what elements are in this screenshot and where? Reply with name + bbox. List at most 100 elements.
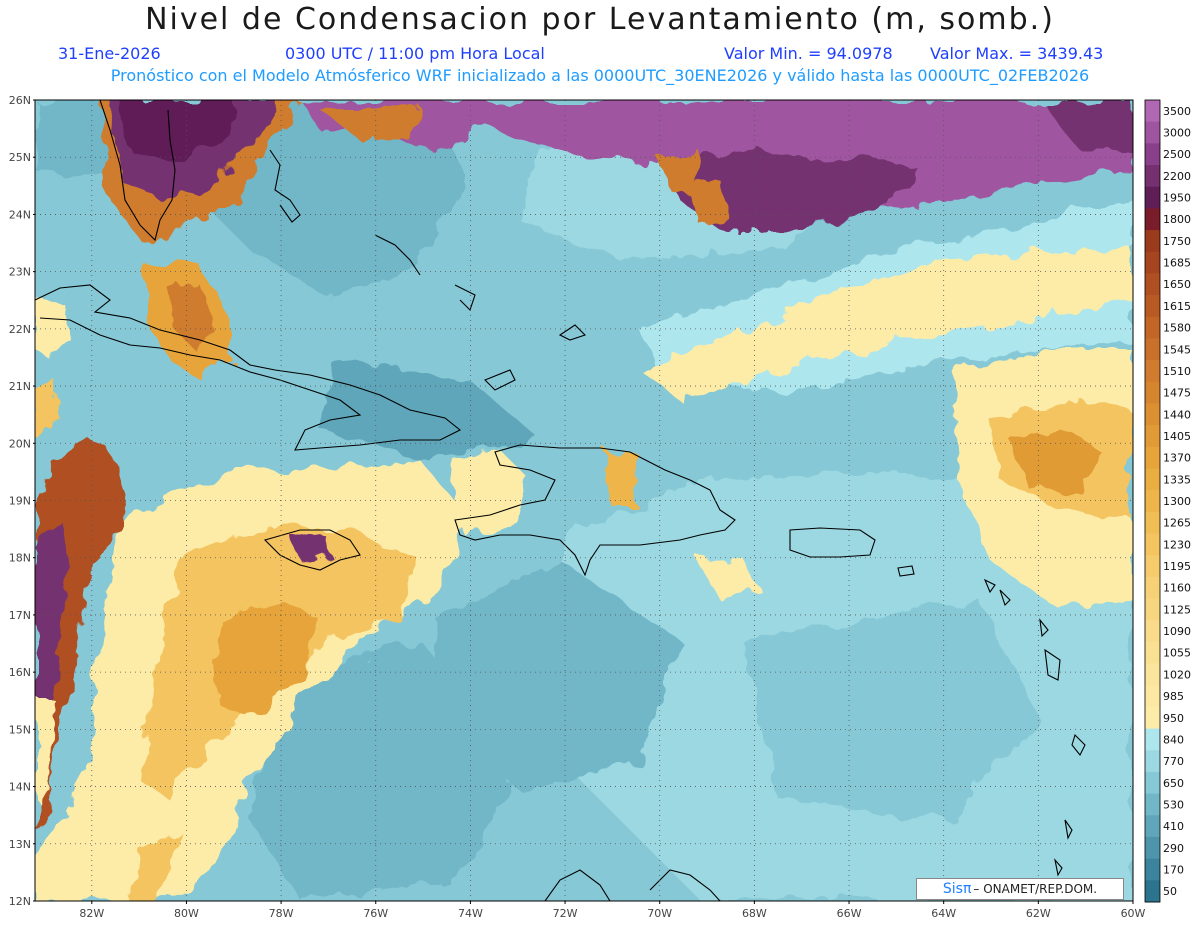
legend-label: 1405: [1163, 430, 1191, 443]
legend-label: 1370: [1163, 452, 1191, 465]
legend-label: 1650: [1163, 278, 1191, 291]
legend-label: 1090: [1163, 625, 1191, 638]
legend-label: 530: [1163, 798, 1184, 811]
lon-tick-label: 82W: [79, 907, 104, 920]
lat-tick-label: 18N: [9, 552, 31, 565]
legend-frame: [1144, 99, 1161, 903]
lat-tick-label: 26N: [9, 94, 31, 107]
lon-tick-label: 64W: [931, 907, 956, 920]
legend-swatch: [1145, 815, 1160, 838]
lat-tick-label: 12N: [9, 895, 31, 908]
legend-label: 1230: [1163, 538, 1191, 551]
legend-swatch: [1145, 836, 1160, 860]
legend-label: 410: [1163, 820, 1184, 833]
lat-tick-label: 15N: [9, 723, 31, 736]
legend-swatch: [1145, 316, 1160, 339]
lon-tick-label: 72W: [553, 907, 578, 920]
max-value: Valor Max. = 3439.43: [930, 44, 1104, 63]
lon-tick-label: 80W: [174, 907, 199, 920]
lat-lon-grid: [35, 100, 1133, 901]
legend-swatch: [1145, 685, 1160, 708]
legend-swatch: [1145, 381, 1160, 404]
lat-tick-label: 14N: [9, 781, 31, 794]
legend-swatch: [1145, 208, 1160, 231]
legend-swatch: [1145, 533, 1160, 556]
lat-tick-label: 23N: [9, 266, 31, 279]
lat-axis: 26N 25N 24N 23N 22N 21N 20N 19N 18N 17N 16N 15N 14N 1…: [9, 94, 35, 908]
lat-tick-label: 20N: [9, 437, 31, 450]
lon-tick-label: 76W: [363, 907, 388, 920]
legend-swatch: [1145, 511, 1160, 535]
sispi-logo: Sisπ: [942, 881, 972, 897]
legend-swatch: [1145, 728, 1160, 751]
lon-tick-label: 66W: [837, 907, 862, 920]
legend-swatch: [1145, 750, 1160, 773]
credit-box: Sisπ – ONAMET/REP.DOM.: [916, 878, 1124, 900]
legend-label: 950: [1163, 712, 1184, 725]
legend-swatch: [1145, 360, 1160, 383]
legend-label: 1615: [1163, 300, 1191, 313]
legend-label: 290: [1163, 842, 1184, 855]
lat-tick-label: 19N: [9, 495, 31, 508]
legend-swatch: [1145, 143, 1160, 166]
legend-label: 1685: [1163, 257, 1191, 270]
lon-axis: 82W 80W 78W 76W 74W 72W 70W 68W 66W 64W 62W 60W: [79, 901, 1146, 920]
lon-tick-label: 60W: [1121, 907, 1146, 920]
lon-tick-label: 78W: [269, 907, 294, 920]
forecast-time: 0300 UTC / 11:00 pm Hora Local: [285, 44, 545, 63]
legend-label: 1160: [1163, 582, 1191, 595]
legend-label: 3000: [1163, 127, 1191, 140]
legend-label: 770: [1163, 755, 1184, 768]
map-field: [35, 100, 1133, 901]
lon-tick-label: 70W: [647, 907, 672, 920]
legend-label: 1055: [1163, 647, 1191, 660]
legend-swatch: [1145, 468, 1160, 491]
legend-label: 1510: [1163, 365, 1191, 378]
lat-tick-label: 13N: [9, 838, 31, 851]
legend-label: 1475: [1163, 387, 1191, 400]
legend-swatch: [1145, 620, 1160, 643]
lon-tick-label: 74W: [458, 907, 483, 920]
model-info: Pronóstico con el Modelo Atmósferico WRF…: [110, 66, 1090, 85]
lon-tick-label: 68W: [742, 907, 767, 920]
legend-swatch: [1145, 403, 1160, 426]
lat-tick-label: 25N: [9, 151, 31, 164]
forecast-date: 31-Ene-2026: [58, 44, 161, 63]
legend-label: 650: [1163, 777, 1184, 790]
legend-swatch: [1145, 121, 1160, 144]
legend-swatch: [1145, 576, 1160, 600]
legend-label: 170: [1163, 863, 1184, 876]
legend-swatch: [1145, 793, 1160, 816]
legend-swatch: [1145, 663, 1160, 686]
lat-tick-label: 17N: [9, 609, 31, 622]
legend-swatch: [1145, 880, 1160, 903]
credit-text: – ONAMET/REP.DOM.: [973, 882, 1098, 896]
legend-swatch: [1145, 598, 1160, 621]
legend-swatch: [1145, 186, 1160, 209]
legend-label: 50: [1163, 885, 1177, 898]
lat-tick-label: 21N: [9, 380, 31, 393]
legend-swatch: [1145, 555, 1160, 578]
lat-tick-label: 24N: [9, 208, 31, 221]
legend-label: 840: [1163, 733, 1184, 746]
legend-label: 3500: [1163, 105, 1191, 118]
legend-label: 1580: [1163, 322, 1191, 335]
legend-swatch: [1145, 230, 1160, 253]
legend-label: 1750: [1163, 235, 1191, 248]
legend-label: 1265: [1163, 517, 1191, 530]
legend-label: 1125: [1163, 603, 1191, 616]
legend-swatch: [1145, 338, 1160, 361]
legend-label: 1800: [1163, 213, 1191, 226]
legend-label: 1545: [1163, 343, 1191, 356]
legend-swatch: [1145, 295, 1160, 318]
legend-label: 2500: [1163, 148, 1191, 161]
color-legend: 3500 3000 2500 2200 1950 1800 1750 1685 1650 1615…: [1144, 99, 1191, 903]
legend-swatch: [1145, 706, 1160, 730]
legend-label: 985: [1163, 690, 1184, 703]
lat-tick-label: 16N: [9, 666, 31, 679]
legend-swatch: [1145, 446, 1160, 469]
legend-label: 1950: [1163, 192, 1191, 205]
legend-swatch: [1145, 425, 1160, 448]
legend-label: 1440: [1163, 408, 1191, 421]
